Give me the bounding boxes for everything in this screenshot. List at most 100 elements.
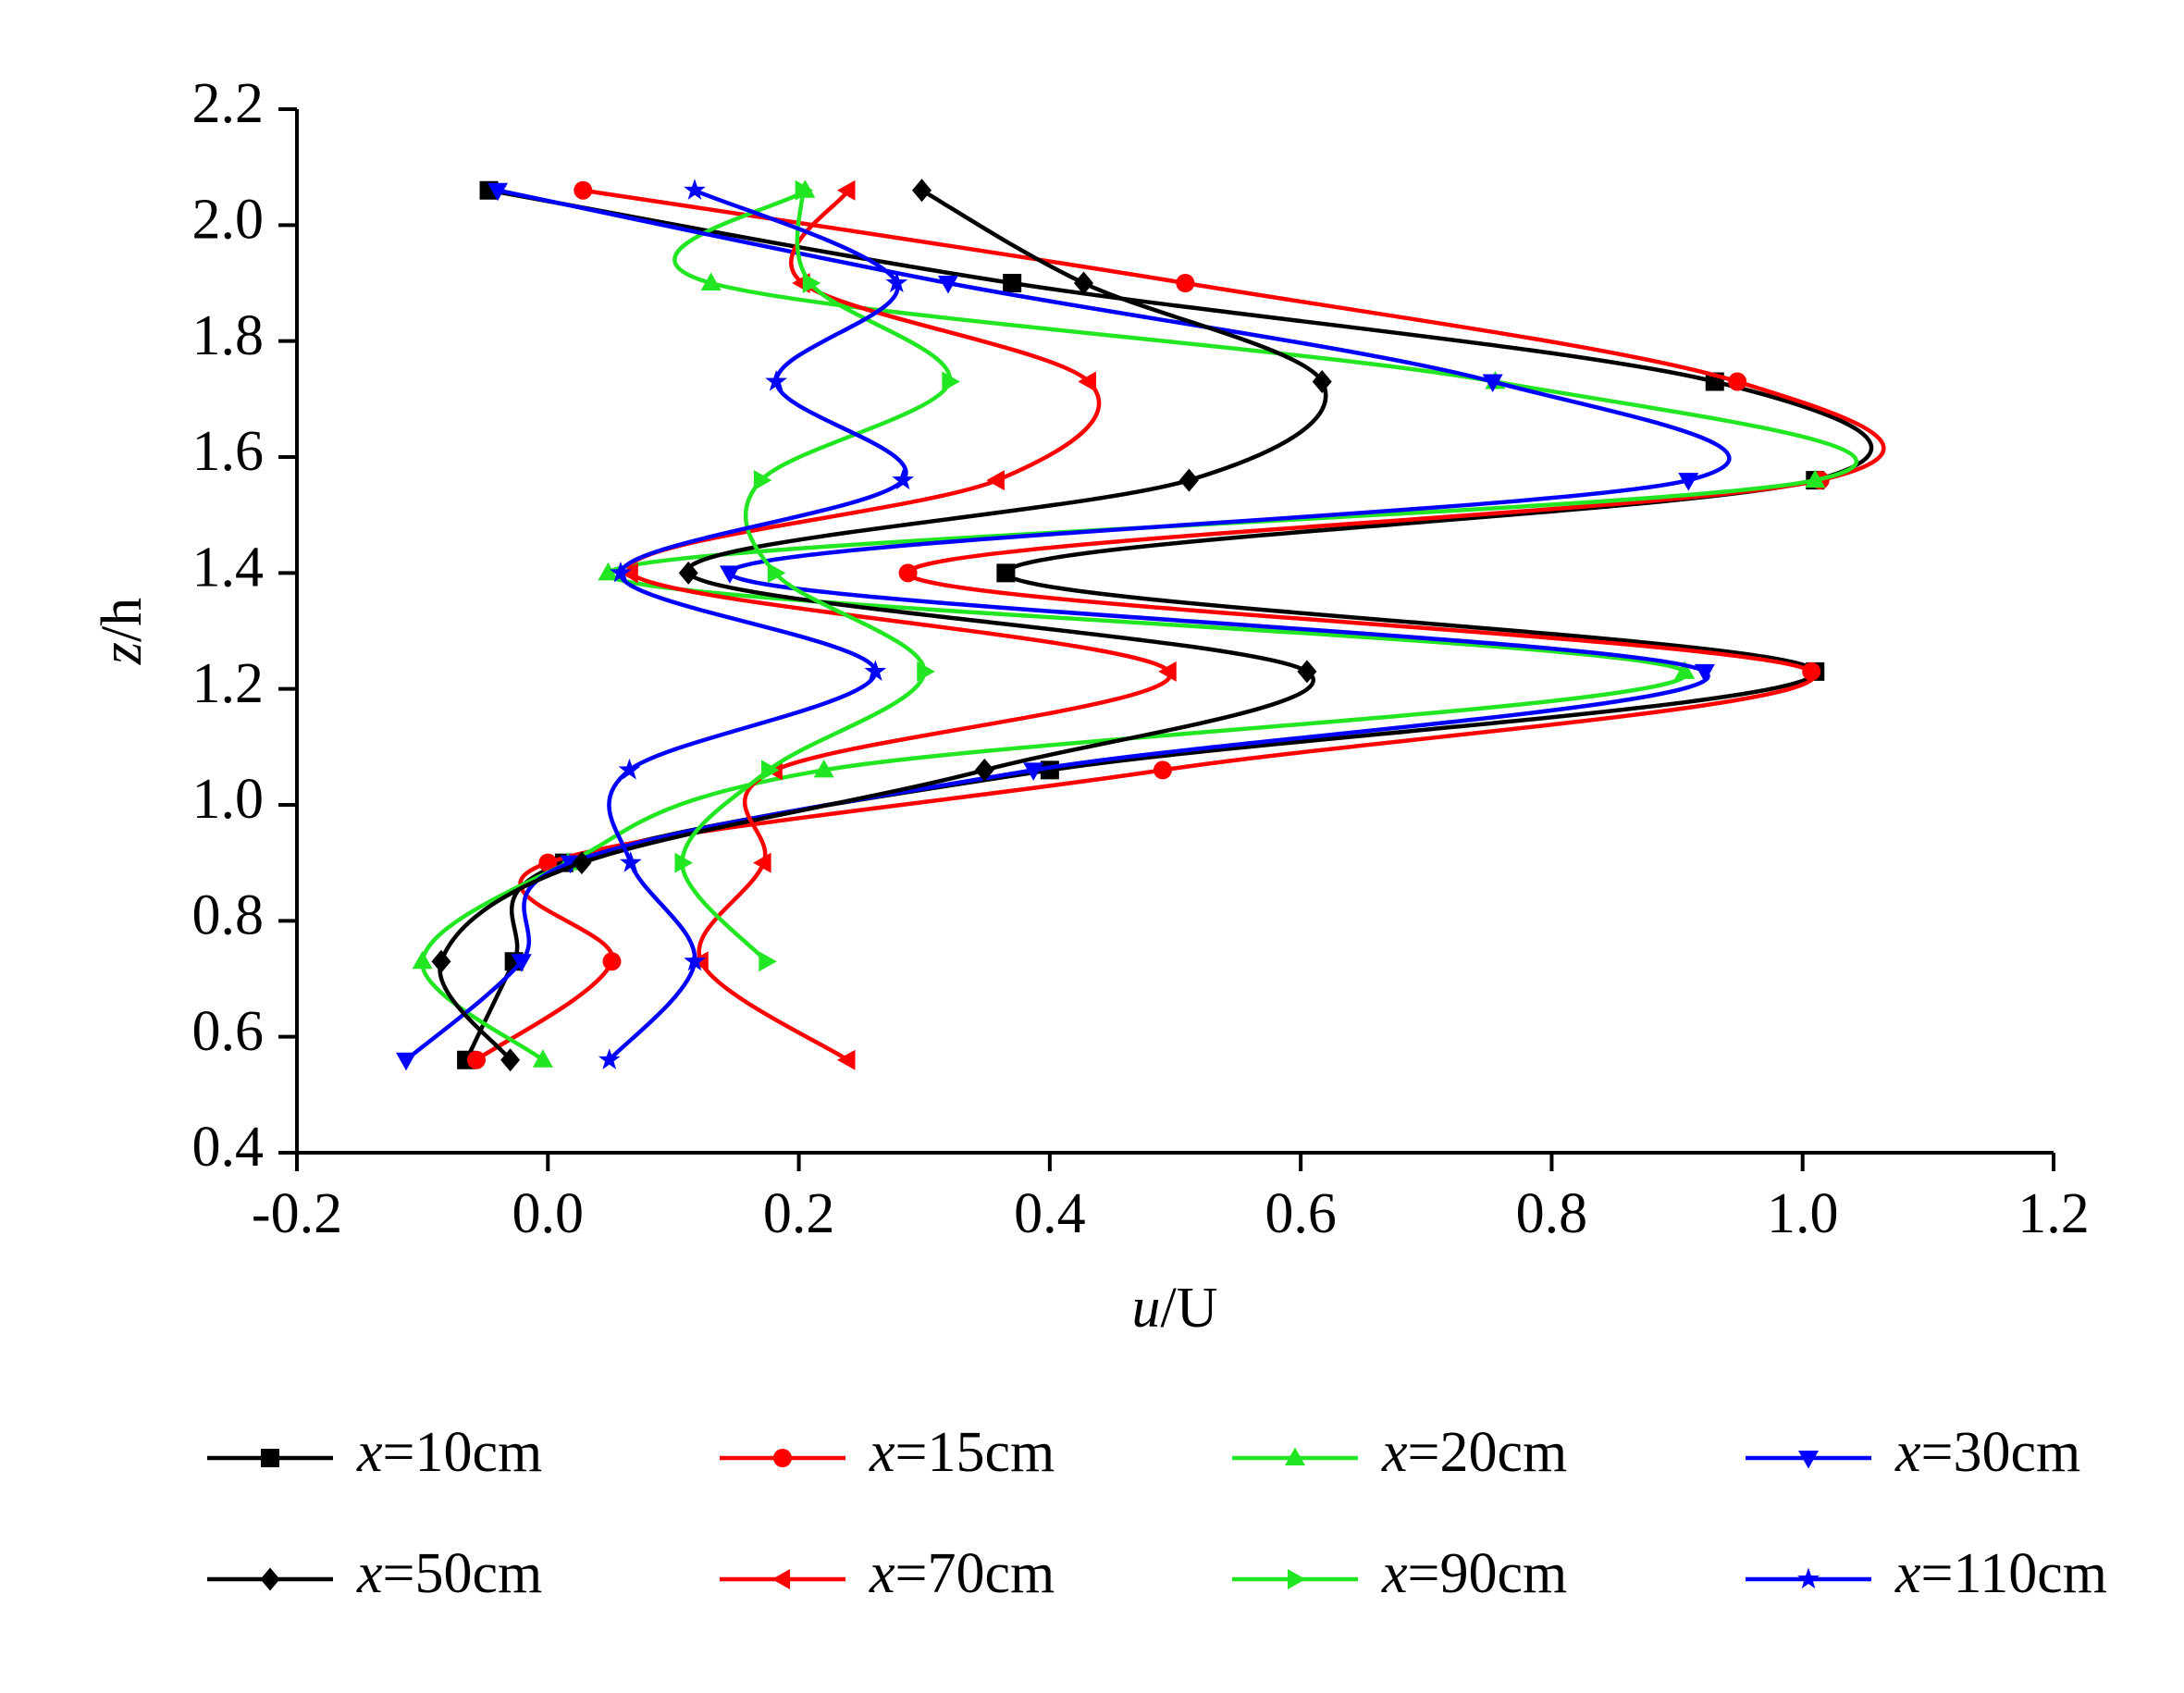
legend-label: x=10cm xyxy=(356,1421,542,1484)
legend-label: x=15cm xyxy=(869,1421,1055,1484)
data-point xyxy=(1802,661,1821,681)
x-tick-label: 0.0 xyxy=(512,1182,585,1245)
series-line xyxy=(607,188,908,1062)
data-point xyxy=(1312,370,1332,394)
data-point xyxy=(753,852,771,873)
legend-label: x=50cm xyxy=(356,1542,542,1605)
legend-marker xyxy=(1285,1447,1305,1465)
y-tick-label: 1.2 xyxy=(192,652,265,715)
x-tick-label: 0.2 xyxy=(763,1182,835,1245)
data-point xyxy=(1176,274,1195,292)
data-point xyxy=(574,180,593,200)
data-point xyxy=(511,954,532,972)
data-point xyxy=(974,758,994,782)
data-point xyxy=(1153,760,1172,780)
y-tick-label: 1.4 xyxy=(192,537,265,599)
data-point xyxy=(795,179,814,201)
data-point xyxy=(836,179,856,201)
data-point xyxy=(532,1049,553,1068)
legend-marker xyxy=(1797,1567,1820,1589)
data-point xyxy=(986,470,1005,491)
legend-marker xyxy=(773,1449,792,1467)
x-tick-label: 1.0 xyxy=(1767,1182,1839,1245)
data-point xyxy=(885,271,908,293)
data-point xyxy=(917,661,935,682)
data-point xyxy=(674,852,693,873)
legend-label: x=110cm xyxy=(1894,1542,2107,1605)
data-point xyxy=(813,759,834,778)
data-point xyxy=(538,853,558,872)
x-tick-label: 0.4 xyxy=(1014,1182,1086,1245)
legend-label: x=90cm xyxy=(1381,1542,1567,1605)
data-point xyxy=(937,276,958,294)
x-axis-label: u/U xyxy=(1132,1277,1218,1340)
data-point xyxy=(1678,473,1699,491)
legend-marker xyxy=(1798,1451,1819,1469)
data-point xyxy=(1003,274,1022,292)
data-point xyxy=(1178,468,1199,492)
data-point xyxy=(996,563,1016,583)
data-point xyxy=(942,371,960,392)
y-tick-label: 2.2 xyxy=(192,72,265,135)
data-point xyxy=(598,1048,621,1069)
data-point xyxy=(836,1049,856,1070)
data-point xyxy=(618,758,641,780)
data-point xyxy=(1694,663,1715,683)
data-point xyxy=(620,562,638,584)
x-tick-label: 0.8 xyxy=(1516,1182,1588,1245)
data-point xyxy=(1482,374,1503,393)
data-point xyxy=(802,273,821,293)
data-point xyxy=(700,272,722,290)
data-point xyxy=(761,760,780,781)
data-point xyxy=(1674,661,1696,679)
y-axis-label: z/h xyxy=(91,598,154,665)
data-point xyxy=(898,563,918,583)
legend-marker xyxy=(771,1569,790,1589)
y-tick-label: 0.6 xyxy=(192,1000,265,1063)
data-point xyxy=(1158,661,1177,682)
data-point xyxy=(759,951,777,972)
data-point xyxy=(1073,271,1093,295)
data-point xyxy=(1728,372,1747,391)
data-point xyxy=(892,468,915,490)
data-point xyxy=(487,182,509,202)
data-point xyxy=(396,1052,417,1071)
x-tick-label: 0.6 xyxy=(1265,1182,1337,1245)
data-point xyxy=(1805,469,1826,488)
legend-marker xyxy=(261,1449,279,1467)
data-point xyxy=(619,851,642,872)
y-tick-label: 2.0 xyxy=(192,189,265,252)
x-tick-label: -0.2 xyxy=(252,1182,342,1245)
data-point xyxy=(765,370,788,391)
legend-label: x=30cm xyxy=(1894,1421,2080,1484)
data-point xyxy=(767,562,786,584)
legend-label: x=70cm xyxy=(869,1542,1055,1605)
x-tick-label: 1.2 xyxy=(2017,1182,2090,1245)
data-point xyxy=(598,562,619,581)
data-point xyxy=(602,952,622,971)
y-tick-label: 0.4 xyxy=(192,1116,265,1179)
data-point xyxy=(684,949,706,971)
data-point xyxy=(1297,660,1317,684)
y-tick-label: 1.0 xyxy=(192,768,265,831)
data-point xyxy=(610,561,632,583)
data-point xyxy=(1078,371,1096,392)
data-point xyxy=(753,470,772,491)
y-tick-label: 0.8 xyxy=(192,884,265,947)
y-tick-label: 1.8 xyxy=(192,304,265,367)
series-line xyxy=(626,189,1173,1062)
legend-label: x=20cm xyxy=(1381,1421,1567,1484)
data-point xyxy=(572,851,592,875)
y-tick-label: 1.6 xyxy=(192,420,265,483)
legend-marker xyxy=(1288,1569,1306,1589)
data-point xyxy=(912,179,932,203)
data-point xyxy=(412,950,433,970)
data-point xyxy=(864,660,887,681)
data-point xyxy=(500,1048,521,1072)
legend-marker xyxy=(260,1567,280,1591)
series-line xyxy=(420,188,1859,1062)
data-point xyxy=(684,179,706,200)
data-point xyxy=(1023,762,1044,781)
series-line xyxy=(404,188,1732,1062)
